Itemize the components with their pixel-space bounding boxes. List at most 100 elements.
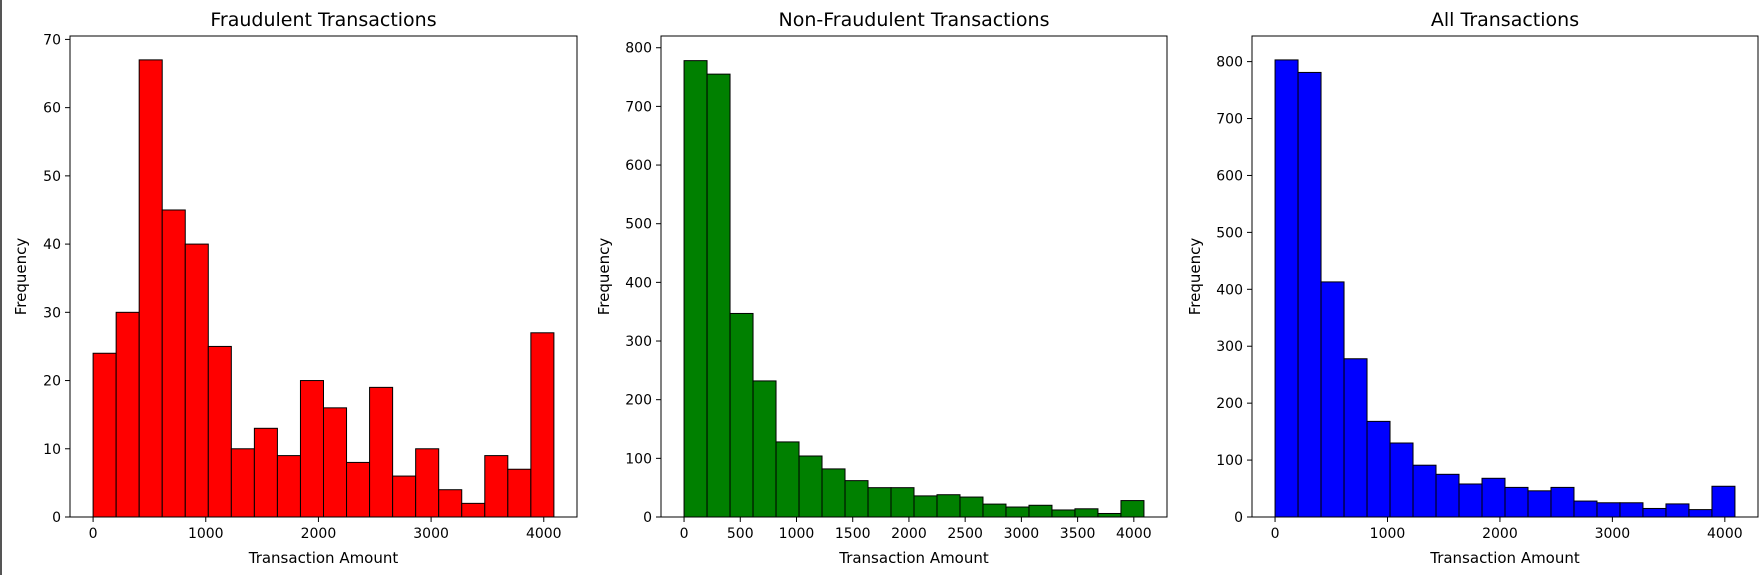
histogram-bar [1573,500,1598,518]
x-axis-label: Transaction Amount [838,549,989,567]
x-tick-label: 1000 [779,526,815,542]
histogram-bar [1619,502,1644,518]
histogram-bar [161,209,186,518]
histogram-bar [1412,464,1437,518]
histogram-bar [867,487,892,518]
y-tick-label: 300 [1216,339,1243,355]
histogram-bar [1320,281,1345,518]
y-tick-label: 70 [43,32,61,48]
histogram-bar [1550,486,1575,518]
histogram-bar [415,448,440,518]
histogram-bar [844,480,869,518]
x-tick-label: 0 [1271,526,1280,542]
histogram-bar [1688,509,1713,518]
x-tick-label: 0 [89,526,98,542]
panel-fraudulent: Fraudulent Transactions 0 1000 2000 3000 400… [12,9,578,567]
plot-area-frame [660,35,1168,518]
y-tick-label: 800 [1216,55,1243,71]
histogram-bar [392,475,417,518]
y-tick-label: 100 [1216,453,1243,469]
histogram-bar [1005,506,1030,518]
y-ticks: 0 100 200 300 400 500 600 700 800 [1216,55,1252,526]
bars [1274,59,1736,518]
chart-title: Non-Fraudulent Transactions [779,9,1050,31]
histogram-bar [1389,442,1414,518]
y-tick-label: 600 [1216,168,1243,184]
histogram-bar [890,487,915,518]
histogram-bar [115,311,140,518]
x-ticks: 0 500 1000 1500 2000 2500 3000 3500 4000 [680,517,1152,542]
histogram-bar [530,332,555,518]
histogram-bar [1665,503,1690,518]
x-axis-label: Transaction Amount [1429,549,1580,567]
histogram-bar [484,455,509,518]
panel-all: All Transactions 0 1000 2000 3000 4000 0 100 2… [1186,9,1759,567]
x-ticks: 0 1000 2000 3000 4000 [1271,517,1743,542]
histogram-bar [1274,59,1299,518]
histogram-bar [92,352,117,518]
histogram-bar [959,496,984,518]
histogram-bar [184,243,209,518]
x-ticks: 0 1000 2000 3000 4000 [89,517,562,542]
x-tick-label: 1000 [1370,526,1406,542]
y-ticks: 0 10 20 30 40 50 60 70 [43,32,70,526]
histogram-bar [1097,512,1122,518]
histogram-bar [1435,473,1460,518]
y-tick-label: 400 [1216,282,1243,298]
x-tick-label: 0 [680,526,689,542]
histogram-bar [438,489,463,518]
histogram-bar [1711,485,1736,518]
histogram-bar [1481,477,1506,518]
x-tick-label: 3000 [1595,526,1631,542]
histogram-bar [1366,420,1391,518]
x-axis-label: Transaction Amount [248,549,399,567]
y-axis-label: Frequency [595,238,613,316]
histogram-bar [821,468,846,518]
y-tick-label: 30 [43,305,61,321]
y-tick-label: 500 [1216,225,1243,241]
histogram-bar [1527,490,1552,518]
histogram-bar [1297,71,1322,518]
histogram-bar [706,73,731,518]
x-tick-label: 2000 [301,526,337,542]
x-tick-label: 4000 [526,526,562,542]
y-tick-label: 600 [625,158,652,174]
histogram-bar [1596,502,1621,518]
histogram-bar [461,502,486,518]
histogram-bar [323,407,348,518]
histogram-bar [299,380,324,518]
histogram-bar [683,60,708,518]
x-tick-label: 2000 [891,526,927,542]
y-ticks: 0 100 200 300 400 500 600 700 800 [625,41,661,526]
y-tick-label: 700 [1216,112,1243,128]
histogram-bar [1343,358,1368,518]
y-tick-label: 0 [52,510,61,526]
histogram-bar [982,503,1007,518]
histogram-bar [1051,509,1076,518]
histogram-bar [936,494,961,518]
chart-title: All Transactions [1431,9,1579,31]
histogram-bar [230,448,255,518]
x-tick-label: 2500 [947,526,983,542]
histogram-bar [798,455,823,518]
y-tick-label: 400 [625,275,652,291]
x-tick-label: 1500 [835,526,871,542]
histogram-bar [253,427,278,518]
histogram-bar [1074,508,1099,518]
plot-area-frame [1251,35,1759,518]
histogram-bar [913,495,938,518]
y-tick-label: 20 [43,374,61,390]
x-tick-label: 3000 [1004,526,1040,542]
histogram-bar [1504,486,1529,518]
y-tick-label: 0 [643,510,652,526]
y-tick-label: 800 [625,41,652,57]
histogram-bar [1642,507,1667,518]
y-tick-label: 700 [625,99,652,115]
histogram-bar [1028,504,1053,518]
y-tick-label: 0 [1234,510,1243,526]
y-axis-label: Frequency [1186,238,1204,316]
y-tick-label: 200 [625,393,652,409]
histogram-bar [752,380,777,518]
